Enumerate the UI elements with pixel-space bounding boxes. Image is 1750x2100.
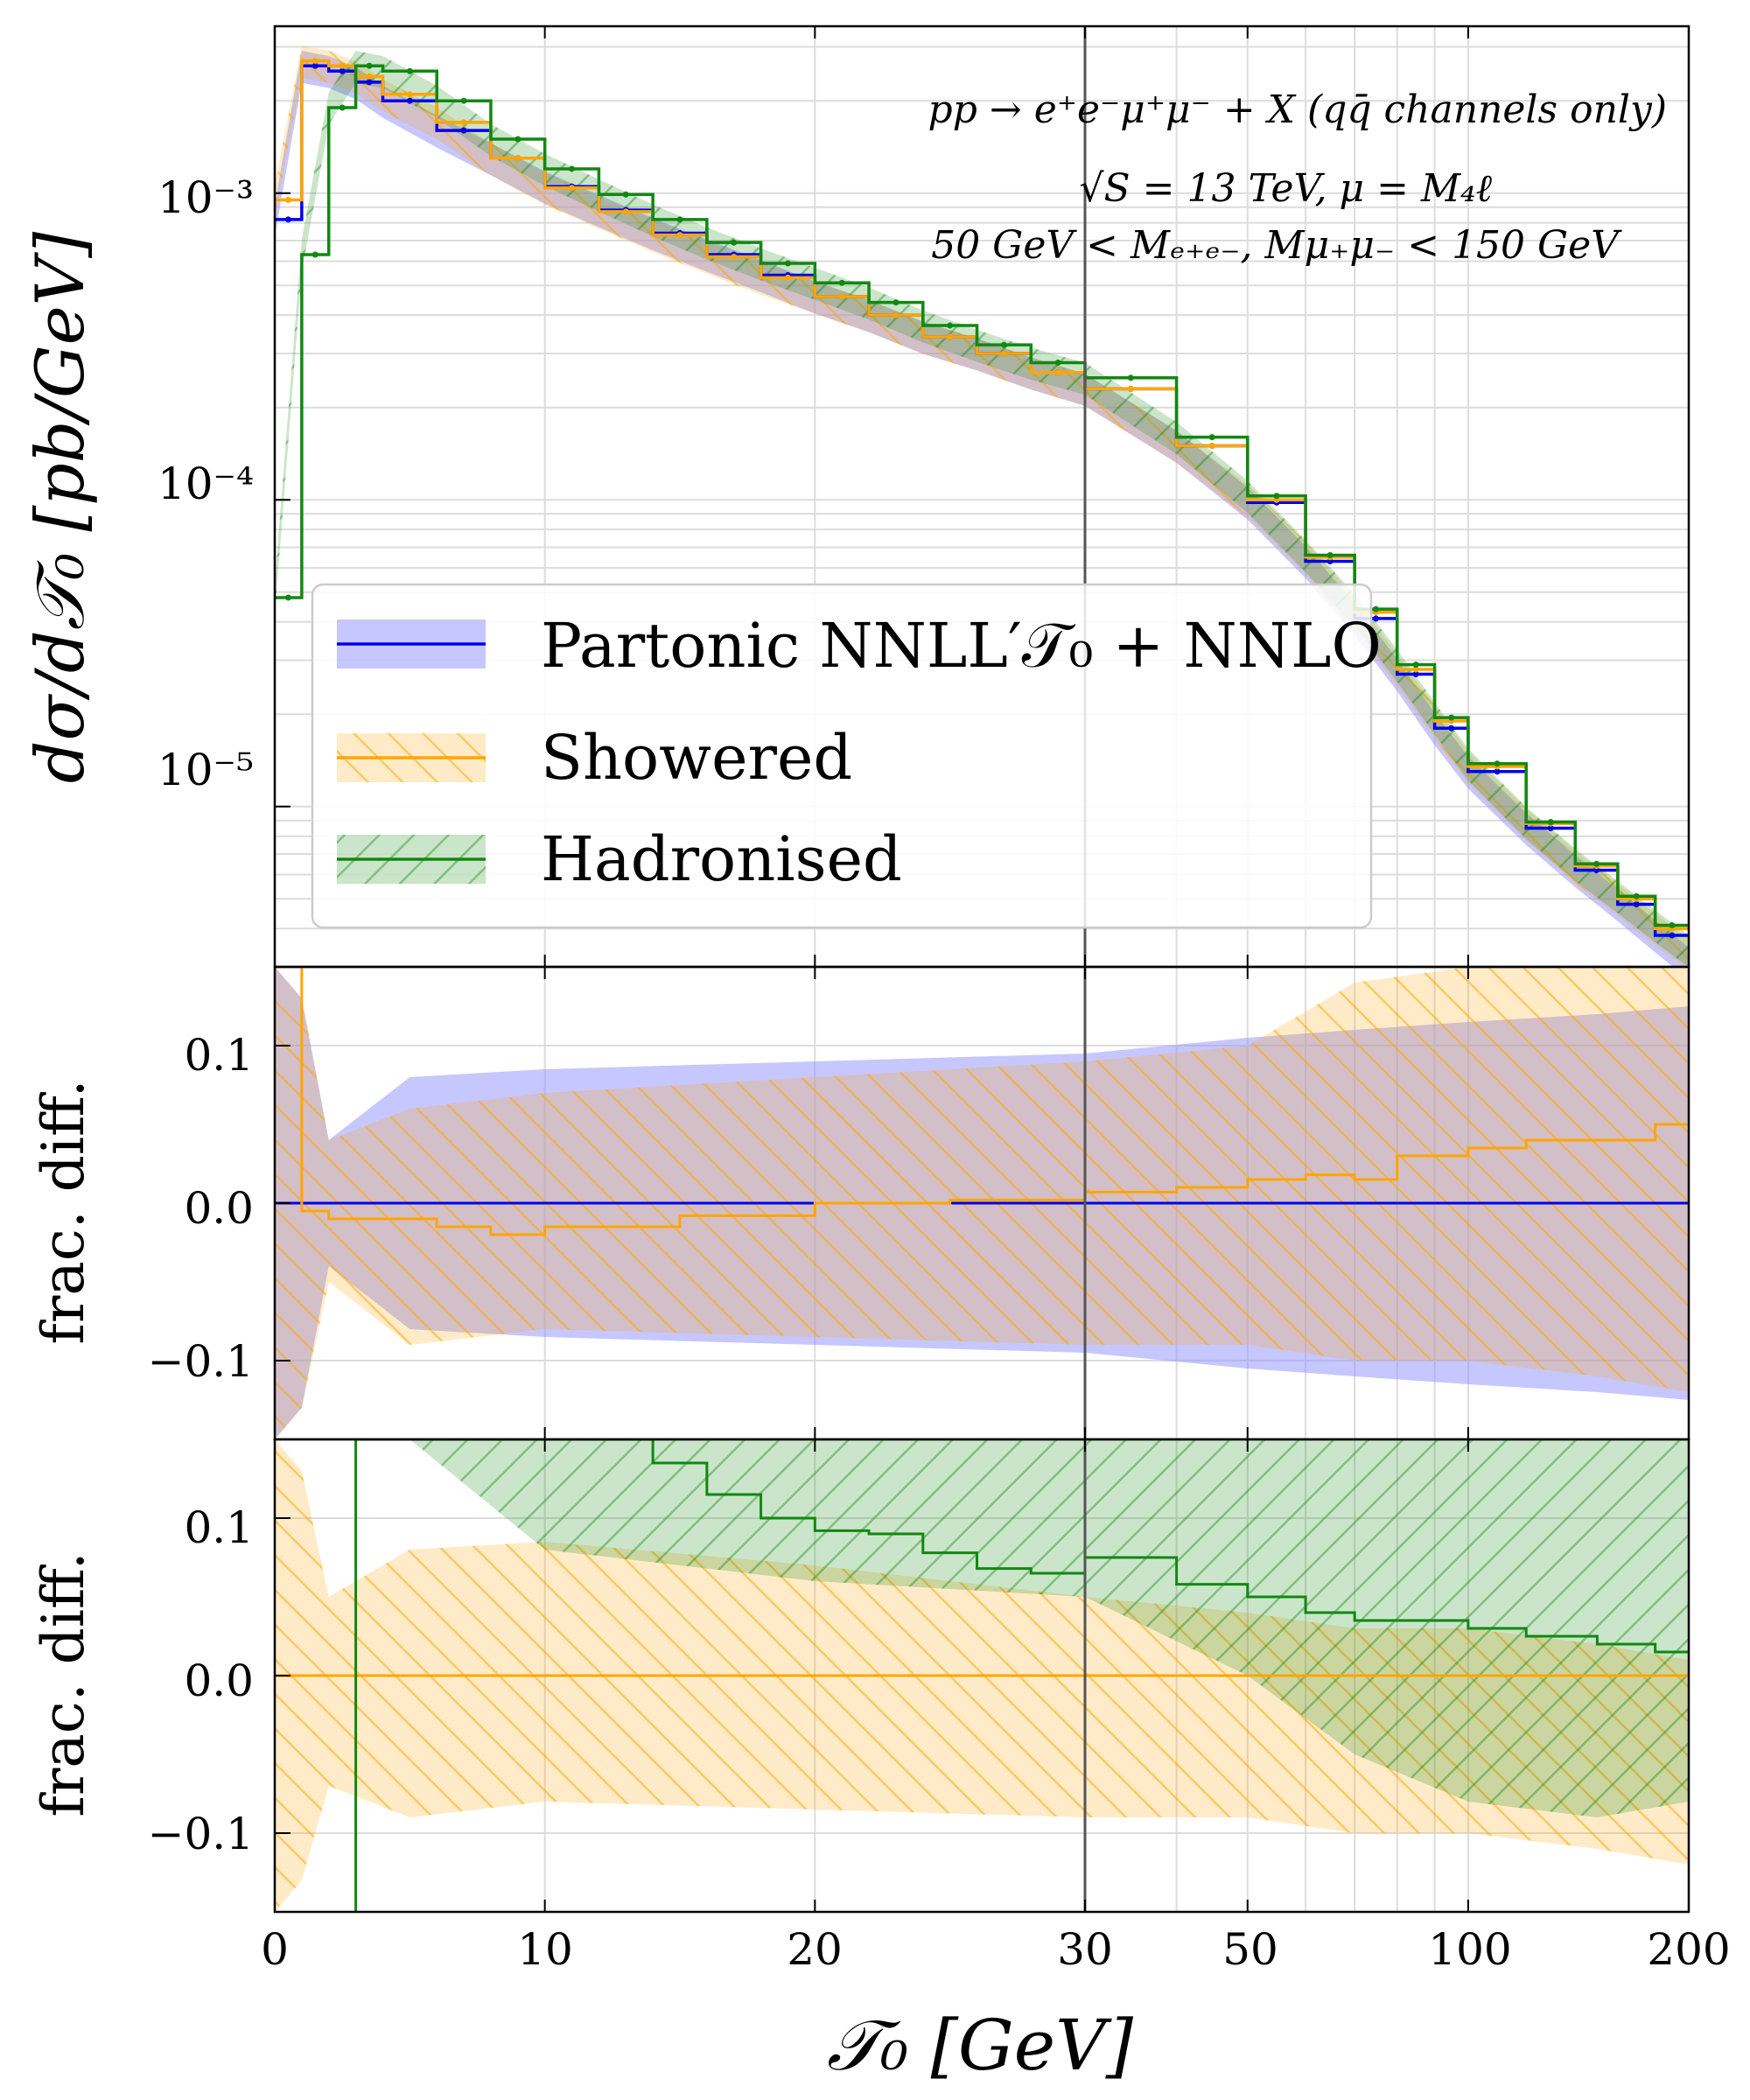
point-hadronised [514,136,522,143]
point-hadronised [947,322,954,329]
point-showered [1208,442,1215,449]
point-showered [676,232,683,239]
point-hadronised [622,191,629,198]
ratio-line-hadronised [355,1439,1689,1654]
point-partonic [1633,900,1640,907]
point-hadronised [460,97,467,104]
legend-label-hadronised: Hadronised [541,823,902,895]
band-hadronised [355,1439,1689,1817]
ratio-panel-showered [275,1439,1690,1912]
point-partonic [339,67,346,74]
point-showered [1000,350,1007,357]
xtick-50: 50 [1222,1924,1278,1975]
point-partonic [1448,724,1455,732]
point-showered [892,312,900,318]
point-partonic [1494,768,1501,775]
point-hadronised [1326,551,1334,558]
point-showered [312,58,318,65]
axis-ticks [274,26,1690,1912]
point-hadronised [284,594,291,601]
point-partonic [1547,824,1554,831]
xtick-0: 0 [261,1924,289,1975]
ratio-panel-partonic [275,967,1690,1439]
point-hadronised [731,239,738,246]
point-showered [1054,369,1061,376]
point-hadronised [1054,359,1061,366]
point-partonic [366,79,373,86]
point-hadronised [1412,662,1419,668]
legend: Partonic NNLL′𝒯₀ + NNLO Showered Hadroni… [311,583,1382,929]
mass-cut-annotation: 50 GeV < Mₑ₊ₑ₋, Mμ₊μ₋ < 150 GeV [931,223,1622,268]
xtick-10: 10 [517,1924,573,1975]
point-partonic [284,216,291,223]
point-hadronised [366,62,373,69]
point-hadronised [1127,374,1134,382]
point-partonic [1372,615,1379,622]
point-showered [838,293,845,300]
point-showered [731,253,738,260]
y-axis-label-bottom: frac. diff. [30,1551,97,1816]
point-showered [514,155,522,162]
point-hadronised [1208,434,1215,441]
point-showered [622,208,629,215]
xtick-200: 200 [1647,1924,1730,1975]
legend-label-partonic: Partonic NNLL′𝒯₀ + NNLO [541,610,1382,682]
point-showered [1127,385,1134,392]
point-showered [366,73,373,80]
point-hadronised [838,279,845,286]
energy-annotation: √S = 13 TeV, μ = M₄ℓ [1080,166,1493,211]
legend-label-showered: Showered [541,722,852,794]
y-axis-label-top: dσ/d𝒯₀ [pb/GeV] [21,231,99,783]
point-showered [569,185,576,192]
xtick-30: 30 [1057,1924,1113,1975]
spectrum-lines [275,58,1689,939]
ytick-top-1e-3: 10⁻³ [158,172,254,223]
y-axis-label-middle: frac. diff. [30,1079,97,1344]
point-hadronised [1448,714,1455,721]
point-hadronised [784,260,791,267]
legend-box [311,583,1373,929]
point-hadronised [1372,606,1379,612]
ytick-mid-0.0: 0.0 [184,1183,254,1234]
point-hadronised [1273,493,1280,500]
point-hadronised [569,165,576,172]
point-partonic [312,62,318,69]
x-axis-label: 𝒯₀ [GeV] [827,2005,1134,2086]
point-showered [1412,666,1419,673]
point-hadronised [676,216,683,223]
point-hadronised [892,299,900,306]
point-partonic [1669,932,1676,939]
ratio-lines [275,1439,1689,1912]
point-showered [284,197,291,204]
point-hadronised [1669,921,1676,928]
point-hadronised [1494,760,1501,767]
point-showered [947,333,954,340]
point-showered [339,62,346,69]
ytick-mid-0.1: 0.1 [184,1030,254,1081]
point-partonic [460,127,467,134]
point-showered [460,119,467,126]
point-hadronised [1633,892,1640,900]
point-partonic [406,97,413,104]
ytick-bot-0.1: 0.1 [184,1502,254,1553]
point-showered [406,91,413,98]
point-hadronised [406,67,413,74]
point-hadronised [312,251,318,258]
ytick-bot-0.0: 0.0 [184,1656,254,1706]
process-annotation: pp → e⁺e⁻μ⁺μ⁻ + X (qq̄ channels only) [928,88,1667,132]
ytick-top-1e-4: 10⁻⁴ [158,458,254,509]
point-showered [784,274,791,281]
point-partonic [1593,866,1600,873]
xtick-20: 20 [787,1924,843,1975]
ytick-mid-neg0.1: −0.1 [148,1336,254,1387]
point-hadronised [339,104,346,111]
point-hadronised [1547,818,1554,825]
point-hadronised [1000,341,1007,348]
ytick-bot-neg0.1: −0.1 [148,1809,254,1859]
point-partonic [1412,671,1419,678]
xtick-100: 100 [1428,1924,1511,1975]
point-hadronised [1593,860,1600,867]
ytick-top-1e-5: 10⁻⁵ [158,745,254,795]
